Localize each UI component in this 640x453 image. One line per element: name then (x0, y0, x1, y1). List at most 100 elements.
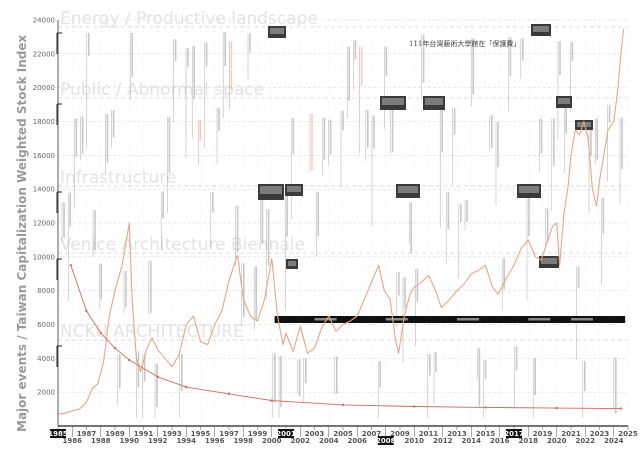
y-tick-label: 18000 (33, 118, 55, 126)
x-tick-label: 2020 (547, 437, 567, 445)
event-text-block (398, 272, 400, 296)
y-axis: 2000 4000 6000 8000 10000 12000 14000 16000 1800… (33, 17, 59, 426)
event-lines (56, 32, 623, 418)
event-text-block (305, 358, 307, 383)
x-tick-label: 2005 (333, 430, 353, 438)
x-tick-label: 2001 (276, 430, 296, 438)
event-text-block (348, 46, 350, 101)
series-point (69, 264, 73, 267)
x-tick-label: 1990 (120, 437, 140, 445)
event-text-block (205, 42, 208, 67)
y-tick-label: 10000 (33, 253, 55, 261)
event-text-block (236, 205, 239, 253)
event-text-block (404, 277, 406, 309)
x-tick-label: 2002 (291, 437, 311, 445)
event-text-block (63, 202, 65, 238)
x-tick-label: 1987 (77, 430, 97, 438)
event-text-block (571, 41, 574, 61)
event-text-block (373, 115, 375, 149)
series-line (57, 28, 625, 415)
event-text-block (391, 109, 394, 153)
timeline-bar-segment (314, 318, 337, 321)
event-text-block (379, 361, 381, 388)
x-tick-label: 1997 (219, 430, 239, 438)
x-tick-label: 2022 (576, 437, 596, 445)
event-text-block (540, 118, 543, 154)
series-point (113, 346, 117, 350)
x-tick-label: 2004 (319, 437, 339, 445)
x-tick-label: 1996 (205, 437, 225, 445)
x-tick-label: 1992 (148, 437, 168, 445)
event-text-block (224, 32, 226, 67)
y-tick-label: 2000 (37, 389, 55, 397)
timeline-bar (274, 316, 626, 323)
event-text-block (143, 354, 146, 382)
x-tick-label: 2017 (504, 430, 524, 438)
series-point (619, 407, 623, 410)
timeline-bar-segment (385, 318, 408, 321)
band-label: Infrastructure (60, 168, 176, 188)
x-tick-label: 1986 (63, 437, 83, 445)
band-label: NCKU ARCHITECTURE (60, 322, 244, 342)
event-text-block (249, 33, 251, 53)
photo-thumbnails (258, 24, 593, 269)
x-tick-label: 2015 (476, 430, 496, 438)
event-text-block (484, 360, 487, 379)
event-text-block (174, 39, 177, 61)
event-text-block (162, 191, 164, 219)
event-text-block (100, 263, 102, 300)
event-text-block (193, 46, 195, 99)
series-point (156, 375, 159, 379)
event-text-block (565, 103, 567, 134)
x-tick-label: 1993 (162, 430, 182, 438)
timeline-bar-segment (457, 318, 479, 321)
event-text-block (422, 34, 425, 83)
x-tick-label: 2012 (433, 437, 453, 445)
y-tick-label: 24000 (33, 17, 55, 25)
event-text-block (460, 204, 462, 223)
photo-highlight (287, 186, 301, 192)
event-text-block (621, 117, 623, 170)
event-text-block (509, 37, 512, 77)
y-tick-label: 12000 (33, 220, 55, 228)
series-point (85, 309, 88, 313)
event-text-block (156, 363, 158, 408)
event-text-block (181, 354, 183, 391)
event-text-block (81, 116, 84, 154)
event-text-block (534, 358, 536, 396)
series-lines (57, 28, 625, 415)
event-text-block (218, 107, 220, 132)
x-tick-label: 2010 (405, 437, 425, 445)
event-text-block (491, 115, 493, 149)
band-label: Venice Architecture Biennale (60, 235, 305, 255)
x-tick-highlight (377, 436, 394, 445)
y-tick-label: 14000 (33, 186, 55, 194)
event-text-block (497, 121, 499, 168)
x-tick-label: 2011 (419, 430, 439, 438)
event-text-block (466, 200, 468, 223)
band-label: Energy / Productive landscape (60, 9, 318, 29)
event-text-block (106, 113, 109, 163)
event-text-block (608, 104, 611, 123)
band-label: Public / Abnormal space (60, 80, 264, 100)
event-text-block (317, 191, 319, 237)
photo-highlight (425, 98, 443, 105)
series-point (99, 331, 102, 335)
photo-highlight (519, 186, 539, 193)
series-point (185, 385, 188, 389)
event-text-block (435, 351, 437, 372)
x-tick-label: 2025 (618, 430, 638, 438)
series-point (270, 399, 273, 402)
y-axis-label: Major events / Taiwan Capitalization Wei… (15, 34, 29, 432)
x-tick-label: 2007 (362, 430, 382, 438)
x-tick-label: 2000 (262, 437, 282, 445)
event-text-block (602, 197, 605, 234)
x-tick-label: 2018 (519, 437, 539, 445)
event-text-block (360, 46, 363, 87)
event-text-block (478, 348, 481, 407)
x-tick-label: 2016 (490, 437, 510, 445)
event-text-block (559, 41, 561, 75)
event-text-block (546, 208, 549, 244)
event-text-block (447, 192, 450, 230)
